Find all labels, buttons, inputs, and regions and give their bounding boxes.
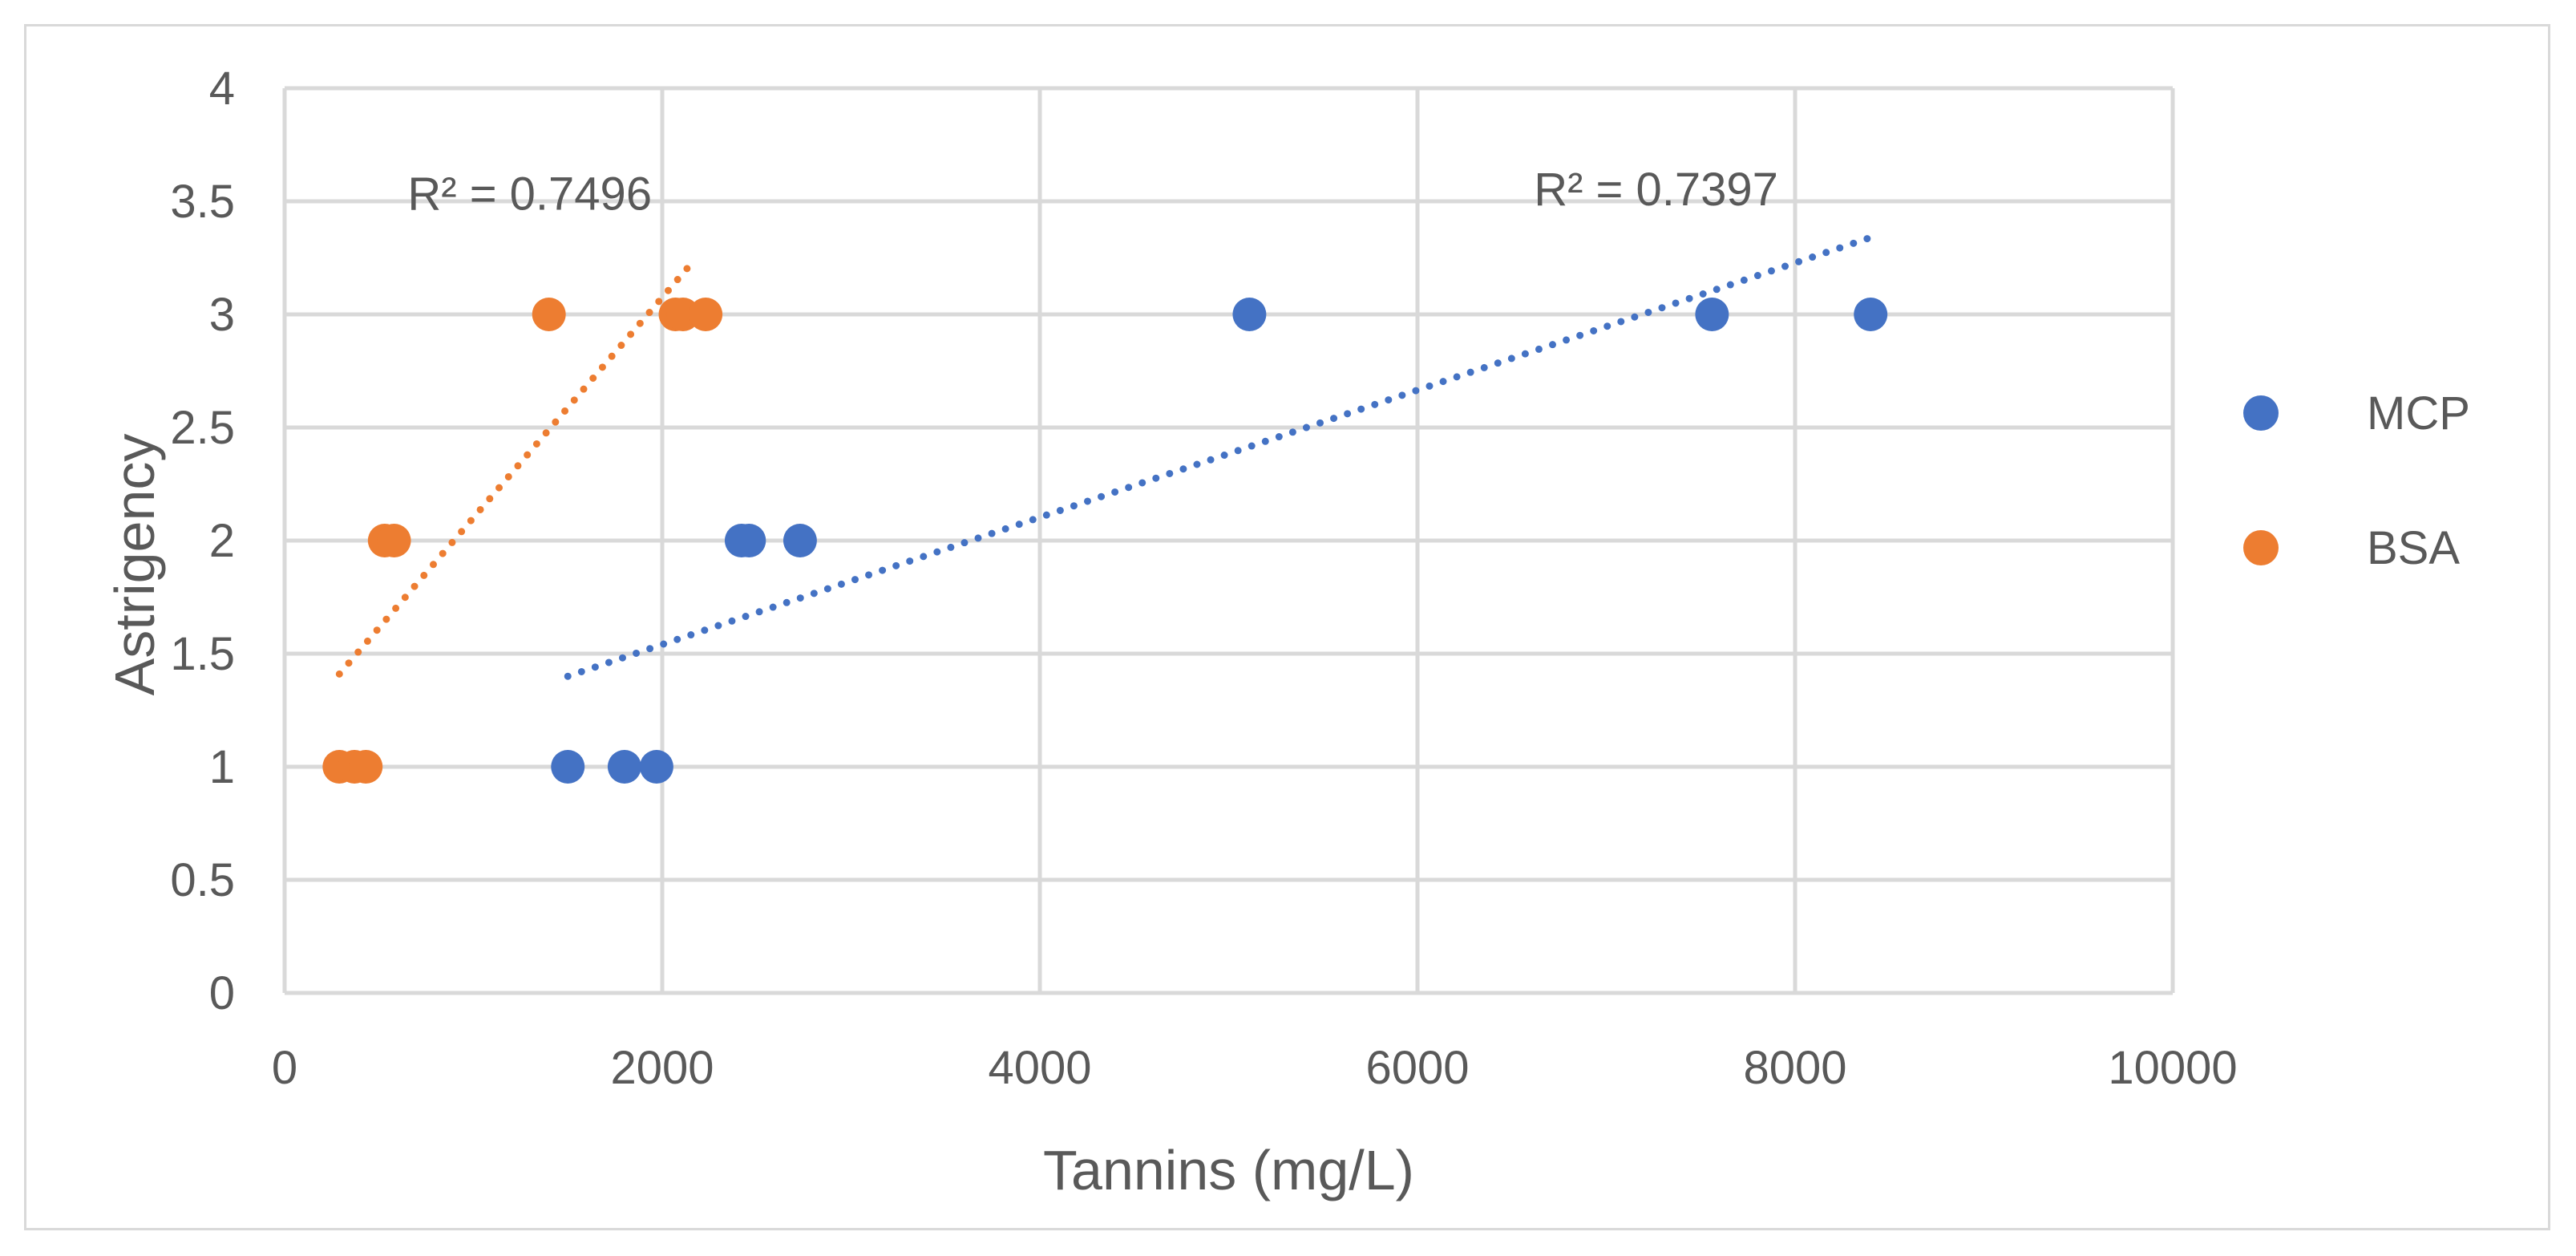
data-point-mcp [732, 524, 766, 557]
x-tick-label: 0 [272, 1042, 297, 1094]
y-tick-label: 0 [209, 967, 235, 1019]
y-tick-label: 1.5 [170, 628, 235, 680]
legend-marker-bsa [2243, 530, 2279, 565]
r2-label-mcp: R² = 0.7397 [1534, 164, 1778, 216]
x-axis-title: Tannins (mg/L) [1043, 1139, 1414, 1201]
x-tick-label: 8000 [1743, 1042, 1846, 1094]
x-tick-label: 4000 [988, 1042, 1091, 1094]
y-tick-label: 3 [209, 289, 235, 341]
chart-frame [24, 24, 2550, 1230]
data-point-mcp [1232, 298, 1267, 331]
x-tick-label: 6000 [1365, 1042, 1469, 1094]
data-point-mcp [1854, 298, 1888, 331]
data-point-mcp [551, 750, 585, 784]
r2-label-bsa: R² = 0.7496 [407, 168, 652, 221]
data-point-mcp [1695, 298, 1729, 331]
y-tick-label: 1 [209, 741, 235, 793]
data-point-bsa [377, 524, 411, 557]
y-axis-title: Astrigency [103, 434, 166, 696]
legend-label-mcp: MCP [2367, 387, 2470, 440]
legend-label-bsa: BSA [2367, 522, 2460, 574]
y-tick-label: 2 [209, 515, 235, 567]
trendline-mcp [564, 233, 1874, 680]
data-point-mcp [783, 524, 817, 557]
data-point-mcp [607, 750, 641, 784]
legend-marker-mcp [2243, 395, 2279, 431]
y-tick-label: 3.5 [170, 176, 235, 228]
data-point-bsa [689, 298, 723, 331]
trendline-bsa [335, 254, 700, 678]
y-tick-label: 0.5 [170, 854, 235, 906]
data-point-mcp [639, 750, 673, 784]
data-point-bsa [532, 298, 566, 331]
y-tick-label: 4 [209, 63, 235, 115]
x-tick-label: 2000 [610, 1042, 714, 1094]
x-tick-label: 10000 [2108, 1042, 2237, 1094]
y-tick-label: 2.5 [170, 402, 235, 454]
data-point-bsa [349, 750, 383, 784]
